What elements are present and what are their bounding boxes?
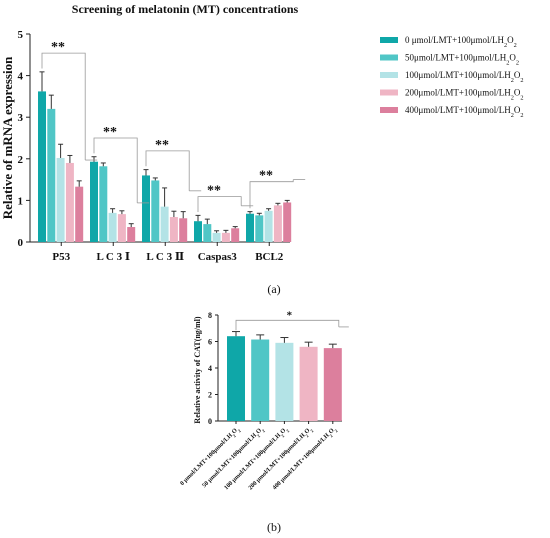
chart-b-y-tick-label: 2 xyxy=(208,391,212,400)
chart-a-significance-label: ** xyxy=(155,138,169,153)
chart-a-legend-label: 100μmol/LMT+100μmol/LH2O2 xyxy=(405,70,524,84)
chart-a-bar xyxy=(212,232,221,242)
chart-a-bar xyxy=(151,180,160,242)
chart-a-significance-bracket xyxy=(145,150,190,191)
chart-a-legend-label: 400μmol/LMT+100μmol/LH2O2 xyxy=(405,105,524,119)
chart-a-bar xyxy=(90,161,98,242)
chart-a-legend-swatch xyxy=(380,107,398,113)
chart-b-bar xyxy=(323,348,342,421)
chart-a-legend-swatch xyxy=(380,72,398,78)
chart-a-title: Screening of melatonin (MT) concentratio… xyxy=(72,2,299,16)
chart-a-legend: 0 μmol/LMT+100μmol/LH2O2 50μmol/LMT+100μm… xyxy=(380,35,524,119)
chart-b-y-tick-label: 8 xyxy=(208,311,212,320)
chart-a-bar xyxy=(194,221,202,242)
chart-a-y-tick-label: 5 xyxy=(18,29,24,41)
chart-a-bar xyxy=(283,202,292,242)
chart-a-legend-label: 200μmol/LMT+100μmol/LH2O2 xyxy=(405,88,524,102)
chart-a-bar xyxy=(255,215,264,242)
chart-a-significance-label: ** xyxy=(103,125,117,140)
chart-a-bar xyxy=(75,186,84,242)
panel-label-b: (b) xyxy=(267,520,281,534)
chart-a-bar xyxy=(160,206,169,242)
chart-a-bar xyxy=(142,175,150,242)
chart-a-bar xyxy=(221,232,230,242)
chart-a-bar xyxy=(47,108,56,242)
chart-b-y-tick-label: 0 xyxy=(208,417,212,426)
chart-a-bar xyxy=(231,228,240,242)
chart-a-significance-bracket xyxy=(93,137,138,203)
chart-a-x-tick-label: BCL2 xyxy=(255,251,284,263)
chart-a-significance-label: ** xyxy=(259,169,273,184)
chart-a-legend-swatch xyxy=(380,54,398,61)
chart-a-y-tick-label: 2 xyxy=(18,154,24,166)
chart-a-bar xyxy=(99,166,108,242)
chart-a-significance-label: ** xyxy=(51,40,65,55)
chart-a-bar xyxy=(203,224,212,242)
chart-b-bars xyxy=(227,331,342,421)
chart-a-significance-bracket xyxy=(249,179,294,209)
chart-a-bar xyxy=(65,162,74,242)
chart-a-bar xyxy=(246,213,254,242)
chart-a-y-axis-title: Relative of mRNA expression xyxy=(0,56,15,219)
chart-b-significance: * xyxy=(235,309,349,331)
chart-b-significance-label: * xyxy=(287,309,293,321)
panel-label-a: (a) xyxy=(267,282,280,296)
chart-a-bar xyxy=(264,210,273,242)
chart-a-bar xyxy=(56,157,65,242)
chart-b-bar xyxy=(227,336,245,421)
chart-b-bar xyxy=(275,342,294,421)
chart-a-bar xyxy=(273,205,282,242)
chart-a-y-tick-label: 4 xyxy=(18,71,24,83)
chart-b-bar xyxy=(251,339,270,421)
chart-a-bar xyxy=(108,212,117,242)
chart-b-y-tick-label: 4 xyxy=(208,364,212,373)
chart-a-bar xyxy=(169,217,178,242)
chart-a-significance-bracket xyxy=(197,196,242,213)
chart-a-legend-label: 0 μmol/LMT+100μmol/LH2O2 xyxy=(405,35,517,49)
chart-b-bar xyxy=(299,346,318,421)
chart-a-x-tick-label: Caspas3 xyxy=(198,251,238,263)
chart-a: Screening of melatonin (MT) concentratio… xyxy=(0,2,524,263)
chart-a-bar xyxy=(127,227,136,242)
chart-a-bar xyxy=(179,218,188,242)
chart-a-legend-label: 50μmol/LMT+100μmol/LH2O2 xyxy=(405,53,519,67)
chart-a-y-tick-label: 0 xyxy=(18,237,24,249)
chart-a-y-tick-label: 3 xyxy=(18,112,24,124)
chart-b-y-tick-label: 6 xyxy=(208,338,212,347)
chart-a-bars xyxy=(38,71,292,243)
chart-a-legend-swatch xyxy=(380,37,398,43)
chart-b-y-axis-title: Relative activity of CAT(ng/ml) xyxy=(193,316,202,423)
chart-a-bar xyxy=(117,214,126,242)
chart-a-y-tick-label: 1 xyxy=(18,195,24,207)
chart-a-significance-bracket xyxy=(41,52,86,161)
chart-a-legend-swatch xyxy=(380,89,398,96)
chart-a-x-tick-label: L C 3 Ⅰ xyxy=(96,251,130,263)
chart-a-bar xyxy=(38,91,46,243)
chart-a-significance: ** ** ** ** ** xyxy=(41,40,306,213)
chart-a-axes: 0 1 2 3 4 5 P53 L C 3 Ⅰ L C 3 Ⅱ Caspas3 BCL2 xyxy=(18,29,290,263)
chart-b-significance-bracket xyxy=(235,319,340,331)
chart-a-significance-label: ** xyxy=(207,184,221,199)
chart-a-x-tick-label: P53 xyxy=(52,251,70,263)
chart-a-x-tick-label: L C 3 Ⅱ xyxy=(146,251,184,263)
